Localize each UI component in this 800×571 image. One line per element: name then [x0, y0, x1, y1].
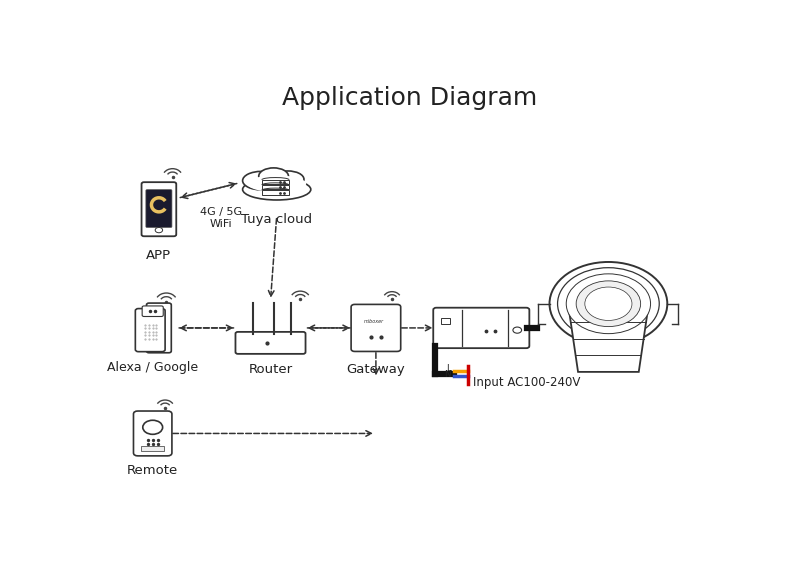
- Text: Gateway: Gateway: [346, 363, 406, 376]
- Text: Router: Router: [249, 363, 293, 376]
- Text: N: N: [444, 370, 451, 379]
- FancyBboxPatch shape: [135, 308, 165, 352]
- Bar: [262, 185, 289, 190]
- Text: L: L: [446, 364, 451, 373]
- FancyBboxPatch shape: [351, 304, 401, 351]
- Ellipse shape: [242, 171, 280, 190]
- FancyBboxPatch shape: [142, 306, 163, 316]
- Circle shape: [550, 262, 667, 345]
- Text: 4G / 5G
WiFi: 4G / 5G WiFi: [200, 207, 242, 228]
- FancyBboxPatch shape: [146, 190, 172, 227]
- Ellipse shape: [247, 175, 306, 192]
- FancyBboxPatch shape: [146, 303, 171, 353]
- Text: Application Diagram: Application Diagram: [282, 86, 538, 110]
- Polygon shape: [568, 306, 649, 372]
- FancyBboxPatch shape: [142, 182, 176, 236]
- Circle shape: [513, 327, 522, 333]
- Bar: [141, 446, 165, 452]
- Text: Input AC100-240V: Input AC100-240V: [473, 376, 580, 388]
- Bar: [262, 190, 289, 195]
- Text: APP: APP: [146, 249, 171, 262]
- Bar: [442, 318, 450, 324]
- Circle shape: [585, 287, 632, 320]
- Text: miboxer: miboxer: [363, 319, 383, 324]
- Ellipse shape: [258, 168, 289, 184]
- Text: Tuya cloud: Tuya cloud: [241, 213, 312, 226]
- Circle shape: [142, 420, 162, 435]
- Ellipse shape: [242, 179, 310, 200]
- FancyBboxPatch shape: [235, 332, 306, 354]
- Circle shape: [558, 268, 659, 340]
- Text: Remote: Remote: [127, 464, 178, 477]
- FancyBboxPatch shape: [434, 308, 530, 348]
- Text: Alexa / Google: Alexa / Google: [107, 361, 198, 374]
- Circle shape: [155, 227, 162, 233]
- Circle shape: [566, 274, 650, 333]
- Ellipse shape: [272, 171, 304, 188]
- Circle shape: [576, 281, 641, 327]
- FancyBboxPatch shape: [134, 411, 172, 456]
- Bar: [262, 180, 289, 184]
